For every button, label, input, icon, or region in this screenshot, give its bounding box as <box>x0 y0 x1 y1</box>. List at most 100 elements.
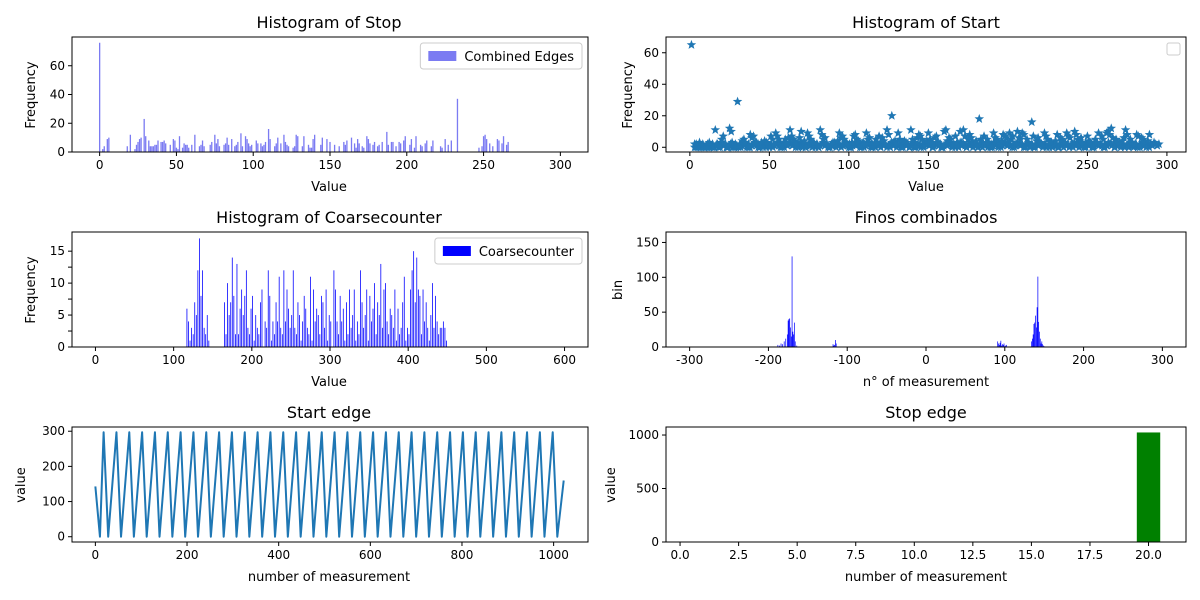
coarse-hist-bar <box>186 308 188 347</box>
start-edge-y-tick-label: 0 <box>57 530 65 544</box>
finos-bar <box>1000 340 1002 347</box>
coarse-hist-bar <box>195 315 197 347</box>
finos-x-tick-label: 0 <box>922 353 930 367</box>
coarse-hist-bar <box>256 327 258 347</box>
finos-bar <box>998 344 1000 347</box>
start-scatter-point <box>899 135 910 146</box>
stop-hist-bar <box>261 146 264 152</box>
stop-hist-bar <box>395 146 397 152</box>
stop-hist-bar <box>211 141 213 152</box>
stop-hist-bar <box>356 139 359 152</box>
stop-hist-bar <box>165 143 167 153</box>
coarse-hist-bar <box>274 334 275 347</box>
start-scatter-point <box>1090 134 1101 144</box>
coarse-hist-bar <box>371 321 372 347</box>
start-scatter-point <box>901 137 911 147</box>
start-scatter-low-point <box>1123 139 1133 149</box>
stop-hist-bar <box>482 136 485 152</box>
start-edge-x-tick-label: 600 <box>359 548 382 562</box>
start-scatter-point <box>966 132 977 142</box>
start-scatter-point <box>885 142 895 152</box>
start-scatter-point <box>782 139 792 149</box>
stop-hist-bar <box>126 146 128 152</box>
coarse-hist-bar <box>361 302 363 347</box>
stop-hist-bar <box>157 140 159 152</box>
start-scatter-low-point <box>1017 139 1027 149</box>
start-scatter-point <box>837 131 848 141</box>
coarse-hist-bar <box>208 340 210 347</box>
start-scatter-point <box>958 124 969 134</box>
start-scatter-point <box>734 140 744 150</box>
start-scatter-point <box>1050 135 1061 146</box>
stop-edge-y-tick-label: 0 <box>651 535 659 549</box>
start-scatter-point <box>732 96 743 106</box>
start-scatter-point <box>1108 132 1118 142</box>
coarse-hist-bar <box>258 334 260 347</box>
start-scatter-point <box>1095 139 1105 149</box>
stop-hist-bar <box>226 137 228 153</box>
coarse-hist-bar <box>381 327 383 347</box>
start-scatter-point <box>944 132 954 142</box>
start-scatter-point <box>1098 134 1109 144</box>
coarse-hist-bar <box>199 238 200 347</box>
stop-hist-bar <box>283 134 285 152</box>
start-edge-x-tick-label: 400 <box>267 548 290 562</box>
coarse-hist-x-tick-label: 500 <box>475 353 498 367</box>
start-scatter-point <box>1001 132 1012 142</box>
start-scatter-point <box>1004 128 1015 138</box>
coarse-hist-bar <box>310 276 311 347</box>
coarse-hist-bar <box>427 327 429 347</box>
start-scatter-y-tick-label: 40 <box>644 77 659 91</box>
start-edge-y-tick-label: 200 <box>42 459 65 473</box>
coarse-hist-x-tick-label: 200 <box>240 353 263 367</box>
coarse-hist-bar <box>261 289 263 347</box>
start-scatter-low-point <box>986 139 996 149</box>
stop-hist-bar <box>358 143 360 153</box>
stop-hist-bar <box>155 144 158 152</box>
stop-edge-x-tick-label: 15.0 <box>1018 548 1045 562</box>
coarse-hist-bar <box>244 295 246 347</box>
coarse-hist-bar <box>288 308 289 347</box>
stop-hist-bar <box>361 146 363 152</box>
stop-hist-bar <box>184 144 187 152</box>
finos-bar <box>1033 324 1035 347</box>
finos-bar <box>1043 345 1044 347</box>
coarse-hist-bar <box>436 321 438 347</box>
start-scatter-point <box>1052 129 1062 139</box>
start-scatter-low-point <box>1005 140 1016 150</box>
coarse-hist-x-tick-label: 400 <box>397 353 420 367</box>
finos-bar <box>785 338 787 347</box>
start-scatter-point <box>1103 126 1113 136</box>
coarse-hist-bar <box>417 289 419 347</box>
coarse-hist-bar <box>446 340 447 347</box>
finos-bar <box>787 320 789 347</box>
start-scatter-low-point <box>1051 140 1062 150</box>
stop-hist-bar <box>481 146 483 152</box>
coarse-hist-y-tick-label: 15 <box>50 244 65 258</box>
coarse-hist-bar <box>291 315 293 347</box>
coarse-hist-bar <box>344 340 346 347</box>
coarse-hist-bar <box>441 327 443 347</box>
stop-hist-bar <box>174 140 176 152</box>
start-scatter-point <box>872 137 883 147</box>
start-scatter-point <box>925 134 935 144</box>
stop-hist-bar <box>183 143 185 153</box>
stop-hist-y-tick-label: 20 <box>50 116 65 130</box>
coarse-hist-bar <box>311 340 313 347</box>
stop-hist-bar <box>137 141 139 152</box>
stop-hist-bar <box>102 149 104 153</box>
start-scatter-point <box>1046 137 1056 147</box>
start-scatter-point <box>853 135 864 146</box>
start-scatter-point <box>891 139 902 149</box>
coarse-hist-bar <box>350 327 352 347</box>
stop-hist-bar <box>426 140 428 152</box>
start-scatter-point <box>934 139 945 149</box>
stop-hist-bar <box>419 144 422 152</box>
start-scatter-low-point <box>913 139 923 149</box>
start-scatter-point <box>1028 131 1039 141</box>
coarse-hist-bar <box>313 289 314 347</box>
stop-hist-bar <box>404 136 406 152</box>
stop-hist-bar <box>227 144 230 152</box>
coarse-hist-bar <box>439 327 441 347</box>
finos-combinados-ylabel: bin <box>611 280 626 300</box>
